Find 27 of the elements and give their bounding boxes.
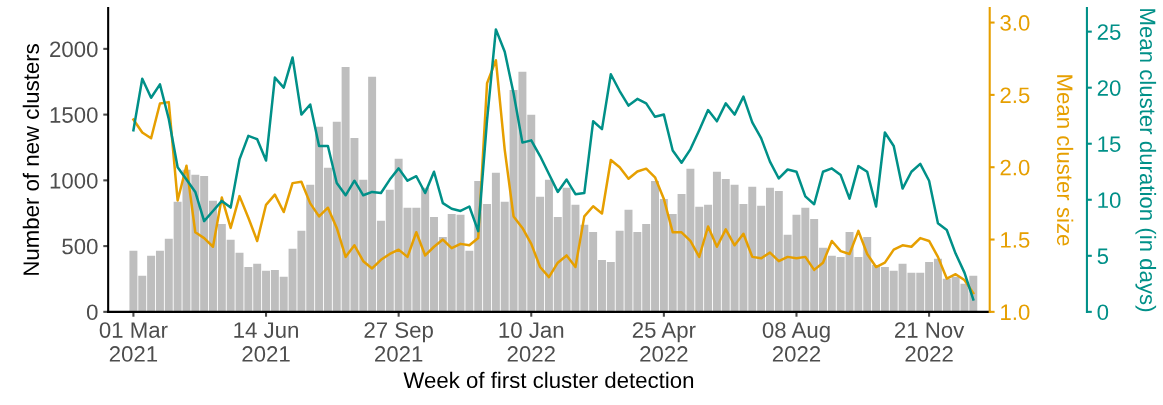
x-tick-label: 27 Sep 2021: [364, 322, 433, 362]
y2-tick-label: 3.0: [1000, 15, 1030, 31]
y3-tick-label: 20: [1097, 80, 1121, 96]
y3-tick-label: 0: [1097, 304, 1109, 321]
x-tick-label: 14 Jun 2021: [234, 322, 298, 362]
y3-axis-title: Mean cluster duration (in days): [1135, 9, 1157, 312]
y2-tick-label: 1.0: [1001, 304, 1030, 321]
y3-tick-label: 10: [1098, 192, 1121, 209]
y-tick-label: 500: [62, 238, 98, 255]
y-axis-title: Number of new clusters: [22, 44, 40, 275]
x-tick-label: 25 Apr 2022: [632, 322, 696, 362]
x-axis-title: Week of first cluster detection: [403, 371, 694, 389]
y3-tick-label: 15: [1098, 136, 1121, 152]
y-tick-label: 1000: [50, 172, 98, 189]
x-tick-label: 01 Mar 2021: [99, 322, 168, 362]
x-tick-label: 10 Jan 2022: [499, 322, 564, 362]
x-tick-label: 21 Nov 2022: [895, 322, 965, 362]
y-tick-label: 1500: [50, 107, 98, 123]
y3-tick-label: 5: [1097, 248, 1109, 265]
y2-tick-label: 2.5: [1000, 87, 1030, 104]
y-tick-label: 2000: [50, 41, 98, 58]
y2-tick-label: 1.5: [1001, 232, 1030, 248]
x-tick-label: 08 Aug 2022: [762, 322, 830, 362]
y-tick-label: 0: [86, 304, 98, 321]
y3-tick-label: 25: [1097, 24, 1121, 40]
y2-axis-title: Mean cluster size: [1056, 75, 1074, 246]
y2-tick-label: 2.0: [1000, 159, 1030, 176]
